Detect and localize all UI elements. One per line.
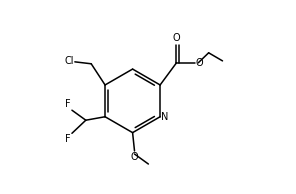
Text: O: O	[131, 152, 138, 162]
Text: O: O	[196, 58, 203, 68]
Text: F: F	[65, 99, 71, 109]
Text: O: O	[173, 33, 180, 43]
Text: Cl: Cl	[64, 56, 74, 67]
Text: F: F	[65, 134, 71, 144]
Text: N: N	[161, 112, 169, 122]
